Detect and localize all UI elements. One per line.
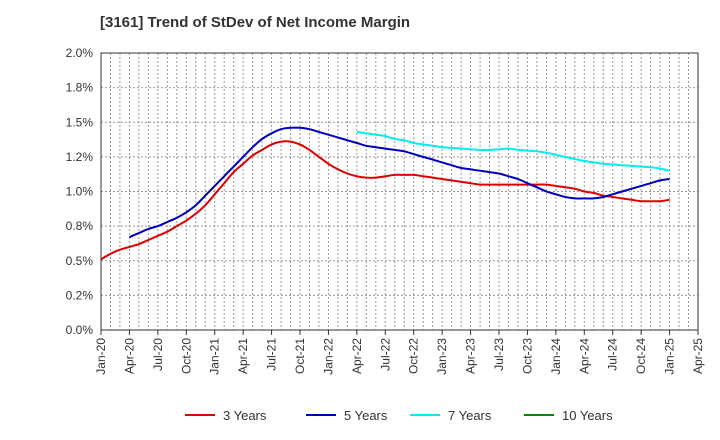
x-tick-label: Oct-21: [293, 338, 307, 374]
chart-title: [3161] Trend of StDev of Net Income Marg…: [100, 14, 411, 31]
y-tick-label: 0.2%: [66, 288, 94, 302]
x-tick-label: Oct-20: [179, 338, 193, 374]
x-tick-label: Jul-22: [378, 338, 392, 371]
legend-label-3-years: 3 Years: [223, 408, 267, 423]
x-tick-label: Oct-24: [634, 338, 648, 374]
series-group: [100, 126, 670, 261]
x-tick-label: Jan-20: [94, 338, 108, 375]
legend: 3 Years 5 Years 7 Years 10 Years: [185, 408, 613, 423]
x-tick-label: Jan-22: [321, 338, 335, 375]
x-tick-label: Apr-23: [464, 338, 478, 374]
series-line-5-years: [128, 126, 670, 239]
x-tick-label: Jul-21: [265, 338, 279, 371]
legend-label-5-years: 5 Years: [344, 408, 388, 423]
legend-label-7-years: 7 Years: [448, 408, 492, 423]
x-tick-label: Apr-22: [350, 338, 364, 374]
x-tick-label: Jan-24: [549, 338, 563, 375]
y-tick-label: 0.0%: [66, 323, 94, 337]
y-tick-label: 0.5%: [66, 254, 94, 268]
x-tick-label: Apr-24: [577, 338, 591, 374]
x-tick-label: Oct-23: [520, 338, 534, 374]
y-tick-label: 1.0%: [66, 185, 94, 199]
x-tick-label: Jan-21: [208, 338, 222, 375]
y-tick-label: 1.2%: [66, 150, 94, 164]
y-tick-label: 1.5%: [66, 115, 94, 129]
x-tick-label: Jan-23: [435, 338, 449, 375]
legend-label-10-years: 10 Years: [562, 408, 613, 423]
x-tick-label: Jul-20: [151, 338, 165, 371]
x-tick-label: Apr-21: [236, 338, 250, 374]
series-line-7-years: [356, 130, 670, 172]
x-tick-label: Apr-25: [691, 338, 705, 374]
plot-frame: [100, 52, 699, 331]
y-tick-label: 1.8%: [66, 81, 94, 95]
x-tick-label: Jul-24: [606, 338, 620, 371]
y-tick-label: 2.0%: [66, 46, 94, 60]
x-tick-label: Jul-23: [492, 338, 506, 371]
y-tick-label: 0.8%: [66, 219, 94, 233]
x-tick-label: Oct-22: [407, 338, 421, 374]
axes: 0.0% 0.2% 0.5% 0.8% 1.0% 1.2% 1.5% 1.8% 2.0% Jan-…: [66, 46, 705, 375]
x-tick-label: Jan-25: [663, 338, 677, 375]
x-tick-label: Apr-20: [122, 338, 136, 374]
series-line-3-years: [100, 140, 670, 261]
